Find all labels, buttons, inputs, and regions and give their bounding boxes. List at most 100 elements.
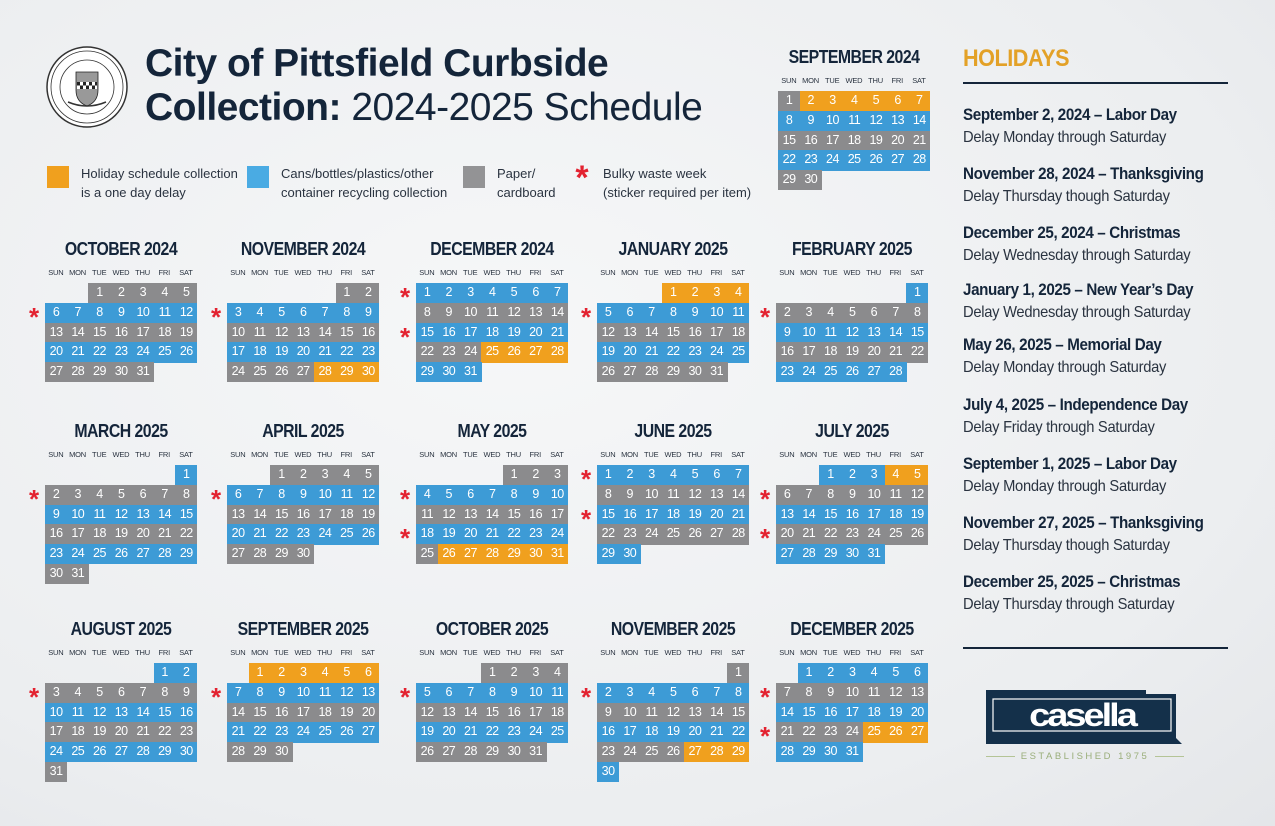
day-cell-paper: 14 xyxy=(66,322,89,343)
weekday-label: WED xyxy=(845,76,863,85)
day-cell-recycling: 25 xyxy=(153,342,176,363)
weekday-label: TUE xyxy=(92,268,107,277)
day-cell-recycling: 8 xyxy=(481,682,504,704)
weekday-label: MON xyxy=(251,450,268,459)
month-title: FEBRUARY 2025 xyxy=(792,239,912,259)
day-cell-recycling: 24 xyxy=(45,742,68,763)
day-cell-recycling: 7 xyxy=(227,682,250,704)
day-cell-recycling: 13 xyxy=(131,504,154,525)
day-cell-recycling: 23 xyxy=(110,342,133,363)
day-cell-paper: 19 xyxy=(88,722,111,743)
day-cell-recycling: 8 xyxy=(270,484,293,506)
day-cell-paper: 14 xyxy=(640,322,663,343)
day-cell-recycling: 16 xyxy=(597,722,620,743)
day-cell-paper: 13 xyxy=(618,322,641,343)
bulky-waste-asterisk-icon: * xyxy=(28,301,40,332)
holiday-entry: July 4, 2025 – Independence Day Delay Fri… xyxy=(963,394,1263,440)
day-cell-paper: 3 xyxy=(797,302,820,324)
day-cell-recycling: 24 xyxy=(546,524,569,545)
day-cell-recycling: 24 xyxy=(131,342,154,363)
bulky-waste-asterisk-icon: * xyxy=(210,681,222,712)
day-cell-recycling: 20 xyxy=(227,524,250,545)
day-cell-recycling: 29 xyxy=(597,544,620,565)
weekday-label: MON xyxy=(69,648,86,657)
day-cell-recycling: 6 xyxy=(906,663,929,684)
day-cell-recycling: 7 xyxy=(546,283,569,304)
day-cell-recycling: 9 xyxy=(683,302,706,324)
legend-text: Holiday schedule collection xyxy=(81,166,238,181)
day-cell-recycling: 1 xyxy=(597,465,620,486)
day-cell-recycling: 6 xyxy=(45,302,68,324)
day-cell-recycling: 7 xyxy=(459,682,482,704)
day-cell-recycling: 22 xyxy=(662,342,685,363)
day-cell-recycling: 19 xyxy=(597,342,620,363)
legend-paper: Paper/cardboard xyxy=(463,164,556,202)
day-cell-paper: 14 xyxy=(481,504,504,525)
day-cell-recycling: 11 xyxy=(66,702,89,723)
day-cell-paper: 29 xyxy=(481,742,504,763)
weekday-label: WED xyxy=(294,268,312,277)
day-cell-paper: 16 xyxy=(357,322,380,343)
day-cell-recycling: 24 xyxy=(292,722,315,743)
weekday-label: TUE xyxy=(644,268,659,277)
day-cell-recycling: 31 xyxy=(841,742,864,763)
day-cell-recycling: 15 xyxy=(819,504,842,525)
weekday-label: WED xyxy=(843,450,861,459)
day-cell-recycling: 28 xyxy=(908,150,931,171)
day-cell-recycling: 12 xyxy=(841,322,864,343)
weekday-label: WED xyxy=(112,648,130,657)
weekday-label: FRI xyxy=(529,450,542,459)
weekday-label: TUE xyxy=(92,648,107,657)
day-cell-holiday: 6 xyxy=(886,91,909,112)
weekday-label: SUN xyxy=(419,450,435,459)
weekday-label: TUE xyxy=(823,450,838,459)
holiday-note: Delay Monday through Saturday xyxy=(963,359,1167,376)
bulky-waste-asterisk-icon: * xyxy=(28,681,40,712)
bulky-waste-asterisk-icon: * xyxy=(28,483,40,514)
day-cell-recycling: 9 xyxy=(270,682,293,704)
day-cell-paper: 27 xyxy=(227,544,250,565)
weekday-label: THU xyxy=(506,648,521,657)
day-cell-recycling: 10 xyxy=(546,484,569,506)
day-cell-recycling: 11 xyxy=(335,484,358,506)
day-cell-holiday: 28 xyxy=(705,742,728,763)
day-cell-paper: 1 xyxy=(778,91,801,112)
day-cell-paper: 30 xyxy=(45,564,68,585)
day-cell-recycling: 7 xyxy=(248,484,271,506)
day-cell-recycling: 10 xyxy=(524,682,547,704)
day-cell-recycling: 1 xyxy=(819,465,842,486)
day-cell-recycling: 9 xyxy=(524,484,547,506)
day-cell-recycling: 2 xyxy=(175,663,198,684)
day-cell-paper: 20 xyxy=(110,722,133,743)
weekday-label: SUN xyxy=(600,268,616,277)
day-cell-recycling: 1 xyxy=(797,663,820,684)
day-cell-holiday: 26 xyxy=(502,342,525,363)
day-cell-paper: 18 xyxy=(546,702,569,723)
legend-bulky: * Bulky waste week (sticker required per … xyxy=(571,161,751,202)
holiday-swatch xyxy=(47,166,69,188)
day-cell-recycling: 22 xyxy=(502,524,525,545)
day-cell-paper: 1 xyxy=(88,283,111,304)
month-calendar: NOVEMBER 2025 SUN MON TUE WED THU FRI SAT 1 2 3 4 5 6… xyxy=(581,619,750,783)
day-cell-recycling: 5 xyxy=(662,682,685,704)
day-cell-recycling: 18 xyxy=(640,722,663,743)
day-cell-paper: 23 xyxy=(437,342,460,363)
title-line2-light: 2024-2025 Schedule xyxy=(351,86,703,129)
day-cell-holiday: 1 xyxy=(662,283,685,304)
day-cell-recycling: 9 xyxy=(502,682,525,704)
weekday-header: SUN MON TUE WED THU FRI SAT xyxy=(416,450,568,459)
day-cell-paper: 17 xyxy=(313,504,336,525)
day-cell-holiday: 26 xyxy=(437,544,460,565)
day-cell-recycling: 11 xyxy=(313,682,336,704)
day-cell-recycling: 18 xyxy=(884,504,907,525)
day-cell-recycling: 21 xyxy=(227,722,250,743)
weekday-header: SUN MON TUE WED THU FRI SAT xyxy=(416,268,568,277)
day-cell-paper: 1 xyxy=(727,663,750,684)
day-cell-paper: 17 xyxy=(546,504,569,525)
day-cell-recycling: 23 xyxy=(799,150,822,171)
day-cell-recycling: 4 xyxy=(416,484,439,506)
title-line1: City of Pittsfield Curbside xyxy=(145,42,609,85)
weekday-label: SAT xyxy=(910,450,924,459)
weekday-label: THU xyxy=(687,268,702,277)
day-cell-recycling: 16 xyxy=(618,504,641,525)
